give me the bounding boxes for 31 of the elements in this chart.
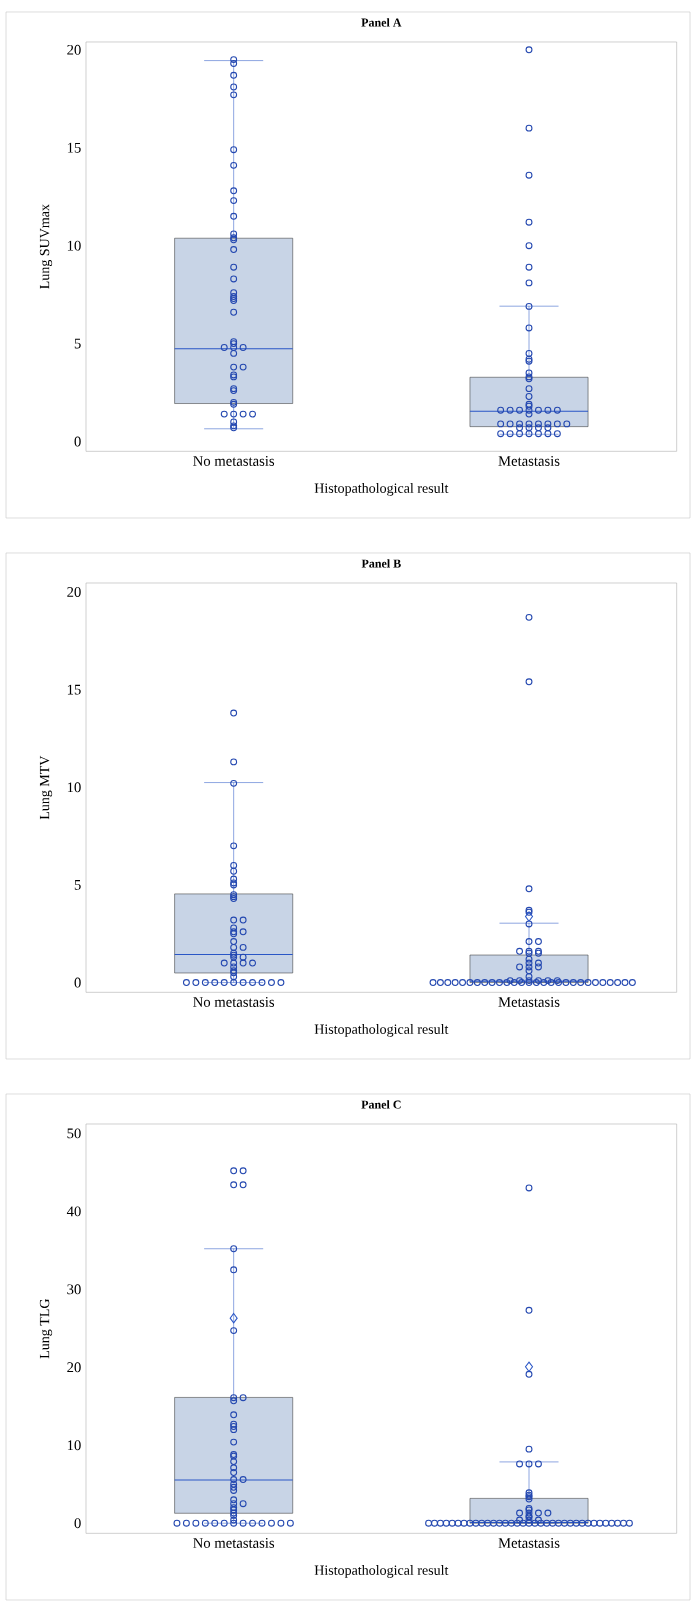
y-tick-label: 40 [66,1206,81,1217]
x-tick-label: Metastasis [498,456,560,466]
y-tick-label: 10 [67,240,81,251]
y-tick-label: 10 [67,782,81,793]
y-tick-label: 0 [74,1518,81,1529]
y-axis-title: Lung SUVmax [39,204,53,289]
y-tick-label: 15 [67,684,81,695]
x-axis-title: Histopathological result [314,483,449,496]
y-tick-label: 20 [67,44,81,55]
y-tick-label: 20 [67,1362,81,1373]
chart-title: Panel C [361,1100,401,1109]
y-axis-title: Lung TLG [39,1298,53,1359]
x-tick-label: No metastasis [193,456,275,466]
y-tick-label: 15 [67,142,81,153]
y-tick-label: 30 [67,1284,81,1295]
x-tick-label: Metastasis [498,997,560,1007]
x-axis-title: Histopathological result [314,1565,449,1578]
x-tick-label: Metastasis [498,1538,560,1548]
y-tick-label: 0 [74,436,81,447]
y-tick-label: 5 [74,880,81,890]
x-tick-label: No metastasis [193,1538,275,1548]
y-tick-label: 5 [74,338,81,349]
chart-title: Panel B [361,559,401,568]
y-tick-label: 20 [67,587,81,597]
y-tick-label: 10 [67,1440,81,1451]
y-tick-label: 0 [74,977,81,988]
x-axis-title: Histopathological result [314,1024,449,1037]
chart-title: Panel A [361,18,402,27]
x-tick-label: No metastasis [193,997,275,1007]
y-axis-title: Lung MTV [39,755,53,820]
y-tick-label: 50 [67,1128,81,1139]
